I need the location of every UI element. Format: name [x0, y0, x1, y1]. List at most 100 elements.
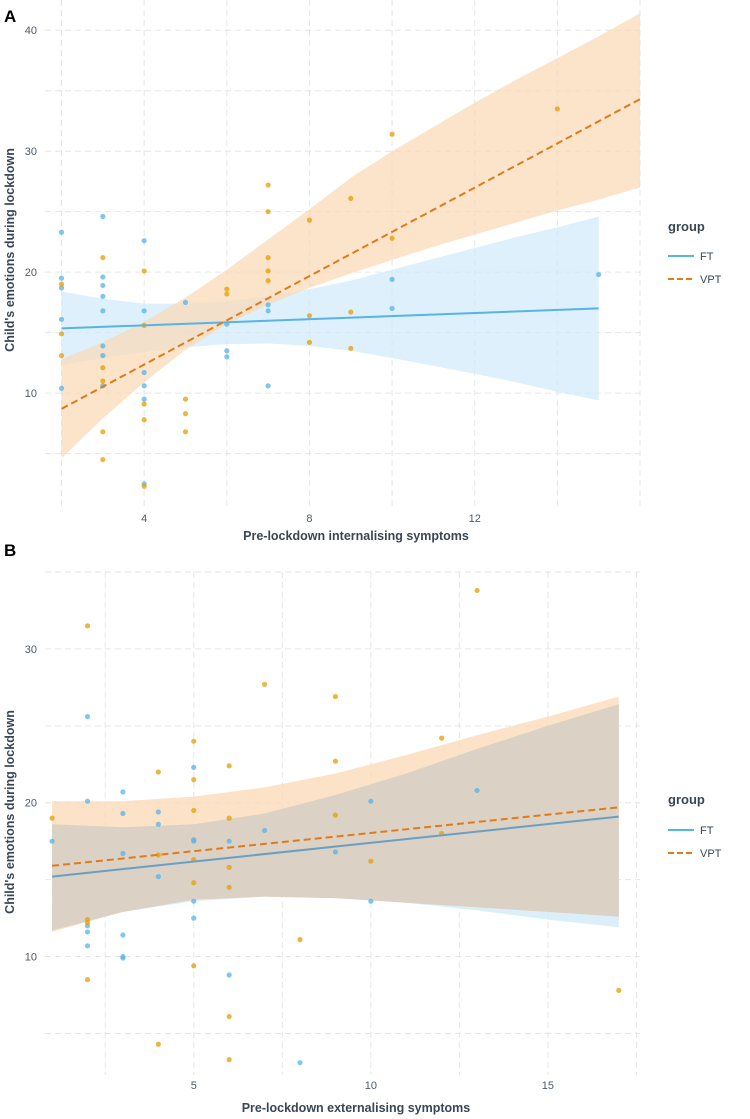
panel-a-ft-point [224, 354, 230, 360]
panel-a-ft-fit-line [61, 307, 599, 330]
panel-a-xtick-label: 4 [141, 513, 147, 525]
panel-b-ft-point [120, 932, 126, 938]
panel-b-ft-point [191, 898, 197, 904]
panel-b-vpt-point [226, 864, 232, 870]
panel-b-ylabel: Child's emotions during lockdown [3, 710, 17, 914]
panel-a-vpt-point [306, 217, 313, 223]
panel-b-vpt-point [297, 937, 303, 943]
panel-b-vpt-point [191, 880, 197, 886]
panel-a-ytick-label: 20 [25, 267, 37, 279]
panel-a-vpt-point [265, 278, 271, 284]
panel-a-vpt-point [389, 131, 395, 137]
panel-b-vpt-point [474, 587, 480, 594]
panel-b-vpt-point [84, 920, 91, 926]
panel-b-ytick-label: 30 [25, 644, 37, 656]
panel-a-ytick-label: 30 [25, 146, 37, 158]
panel-a-vpt-point [265, 209, 271, 215]
panel-b-plot: 5 10 15 10 20 30 group FT VPT [25, 571, 722, 1092]
panel-b-legend-ft-label: FT [700, 825, 714, 837]
panel-a-ytick-label: 40 [25, 25, 37, 37]
panel-a-vpt-point [554, 106, 560, 112]
panel-b-vpt-point [191, 807, 197, 814]
panel-a-ft-point [58, 285, 65, 291]
panel-b-vpt-point [191, 777, 197, 783]
panel-a-ft-point [141, 238, 147, 244]
panel-b-ft-point [261, 827, 268, 834]
panel-a-vpt-point [306, 313, 313, 319]
panel-b-vpt-point [368, 858, 374, 864]
panel-a-plot: 4 8 12 10 20 30 40 group FT VPT [25, 0, 722, 525]
panel-a-ft-point [265, 383, 271, 389]
panel-b-vpt-point [439, 735, 445, 741]
panel-a-ft-point [141, 383, 147, 389]
panel-a-vpt-point [306, 339, 313, 345]
panel-b-vpt-point [616, 987, 622, 993]
panel-a-ft-point [58, 316, 65, 322]
panel-a-ft-point [100, 308, 106, 314]
panel-a-vpt-point [100, 429, 106, 435]
panel-a-ft-point [58, 275, 65, 281]
panel-a-vpt-point [58, 331, 65, 337]
panel-b-vpt-point [155, 852, 161, 858]
panel-a-label: A [4, 7, 16, 26]
panel-a-ft-point [596, 271, 602, 278]
panel-b-vpt-point [155, 769, 161, 775]
panel-b-ft-point [120, 810, 126, 817]
panel-b-ytick-label: 20 [25, 798, 37, 810]
panel-a-ft-point [389, 276, 395, 282]
panel-b-ft-point [49, 838, 55, 844]
panel-b-ft-point [84, 798, 91, 804]
panel-a-vpt-point [141, 401, 147, 407]
panel-a-ft-point [265, 302, 271, 308]
panel-b-ft-point [120, 850, 126, 857]
panel-a-ft-point [141, 396, 147, 402]
panel-a-ft-point [100, 282, 106, 289]
panel-b-ft-point [191, 915, 197, 921]
panel-a-vpt-point [100, 378, 106, 384]
panel-b-vpt-point [332, 812, 339, 818]
panel-b-ft-point [226, 838, 232, 844]
panel-a-legend-vpt-label: VPT [700, 274, 722, 286]
panel-a-vpt-point [224, 291, 230, 297]
panel-b-vpt-point [226, 884, 232, 890]
panel-a-vpt-point [348, 345, 354, 351]
panel-b-ft-fit-line [51, 815, 619, 878]
panel-b-vpt-fit-line [51, 806, 619, 867]
panel-a-vpt-ci-band [61, 13, 640, 459]
panel-a-vpt-point [182, 429, 189, 435]
panel-b-legend-vpt-label: VPT [700, 848, 722, 860]
panel-a-legend-title: group [668, 219, 705, 234]
panel-b-ft-point [120, 789, 126, 795]
panel-a-vpt-point [141, 268, 147, 274]
panel-b-vpt-point [191, 963, 197, 969]
panel-a-vpt-point [100, 255, 106, 261]
panel-a-legend-ft-label: FT [700, 251, 714, 263]
panel-b-ft-point [474, 787, 480, 794]
panel-a-vpt-point [265, 268, 271, 274]
panel-b-ft-point [226, 972, 232, 978]
panel-a-ft-point [58, 385, 65, 391]
panel-a-xtick-label: 8 [306, 513, 312, 525]
panel-b-xtick-label: 5 [191, 1080, 197, 1092]
panel-a-xtick-label: 12 [469, 513, 481, 525]
panel-b-xtick-label: 10 [365, 1080, 377, 1092]
panel-a-ft-point [100, 343, 106, 349]
panel-a-ytick-label: 10 [25, 388, 37, 400]
panel-a-vpt-point [141, 483, 147, 489]
panel-b-ytick-label: 10 [25, 952, 37, 964]
panel-a-vpt-point [58, 281, 65, 287]
panel-a-ft-point [100, 293, 106, 299]
panel-b-xlabel: Pre-lockdown externalising symptoms [242, 1101, 471, 1115]
panel-b-ft-point [368, 898, 374, 904]
panel-b-vpt-point [226, 1057, 232, 1063]
panel-a-vpt-point [389, 235, 395, 241]
panel-a-ft-point [100, 274, 106, 280]
panel-b-ft-point [120, 955, 126, 961]
panel-b-vpt-point [332, 758, 339, 764]
panel-b-ft-point [155, 873, 161, 880]
panel-a-vpt-point [348, 195, 354, 201]
panel-b-vpt-point [226, 763, 232, 769]
panel-a-ft-point [100, 213, 106, 220]
panel-a-ft-point [141, 308, 147, 314]
